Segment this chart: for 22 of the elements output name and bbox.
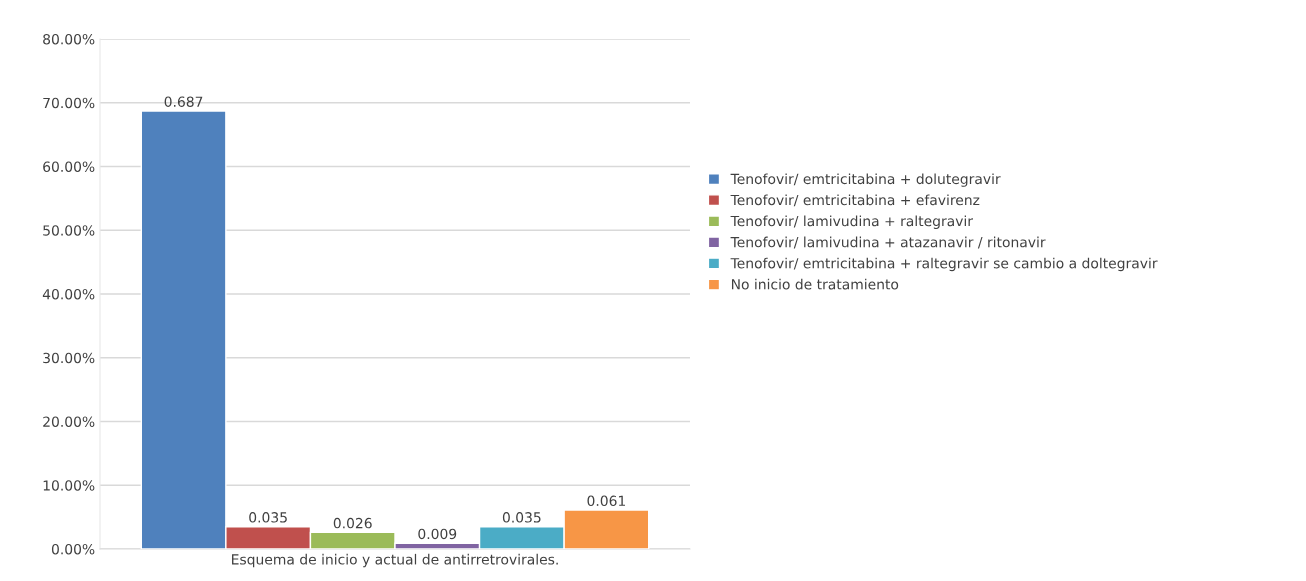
data-label: 0.035 — [502, 512, 541, 523]
legend-label: Tenofovir/ emtricitabina + dolutegravir — [730, 173, 1001, 187]
legend-label: Tenofovir/ lamivudina + raltegravir — [730, 215, 973, 229]
x-tick-label: Esquema de inicio y actual de antirretrovirales. — [232, 553, 558, 568]
y-tick-label: 60.00% — [43, 161, 95, 172]
y-tick-label: 10.00% — [43, 480, 95, 491]
y-tick-label: 20.00% — [43, 416, 95, 427]
data-label: 0.026 — [333, 517, 372, 529]
y-tick-label: 50.00% — [43, 225, 95, 236]
legend-label: Tenofovir/ emtricitabina + efavirenz — [730, 194, 980, 207]
y-tick-label: 30.00% — [43, 352, 95, 364]
legend-label: Tenofovir/ lamivudina + atazanavir / ritonavir — [730, 236, 1046, 249]
y-tick-label: 40.00% — [42, 288, 95, 300]
y-tick-label: 80.00% — [43, 33, 95, 45]
legend-label: Tenofovir/ emtricitabina + raltegravir se cambio a doltegravir — [730, 257, 1158, 272]
data-label: 0.009 — [418, 528, 457, 540]
data-label: 0.687 — [164, 96, 203, 107]
y-tick-label: 70.00% — [43, 97, 95, 109]
y-tick-label: 0.00% — [51, 543, 95, 555]
data-label: 0.035 — [249, 512, 287, 523]
legend-label: No inicio de tratamiento — [731, 278, 899, 290]
data-label: 0.061 — [587, 495, 626, 507]
